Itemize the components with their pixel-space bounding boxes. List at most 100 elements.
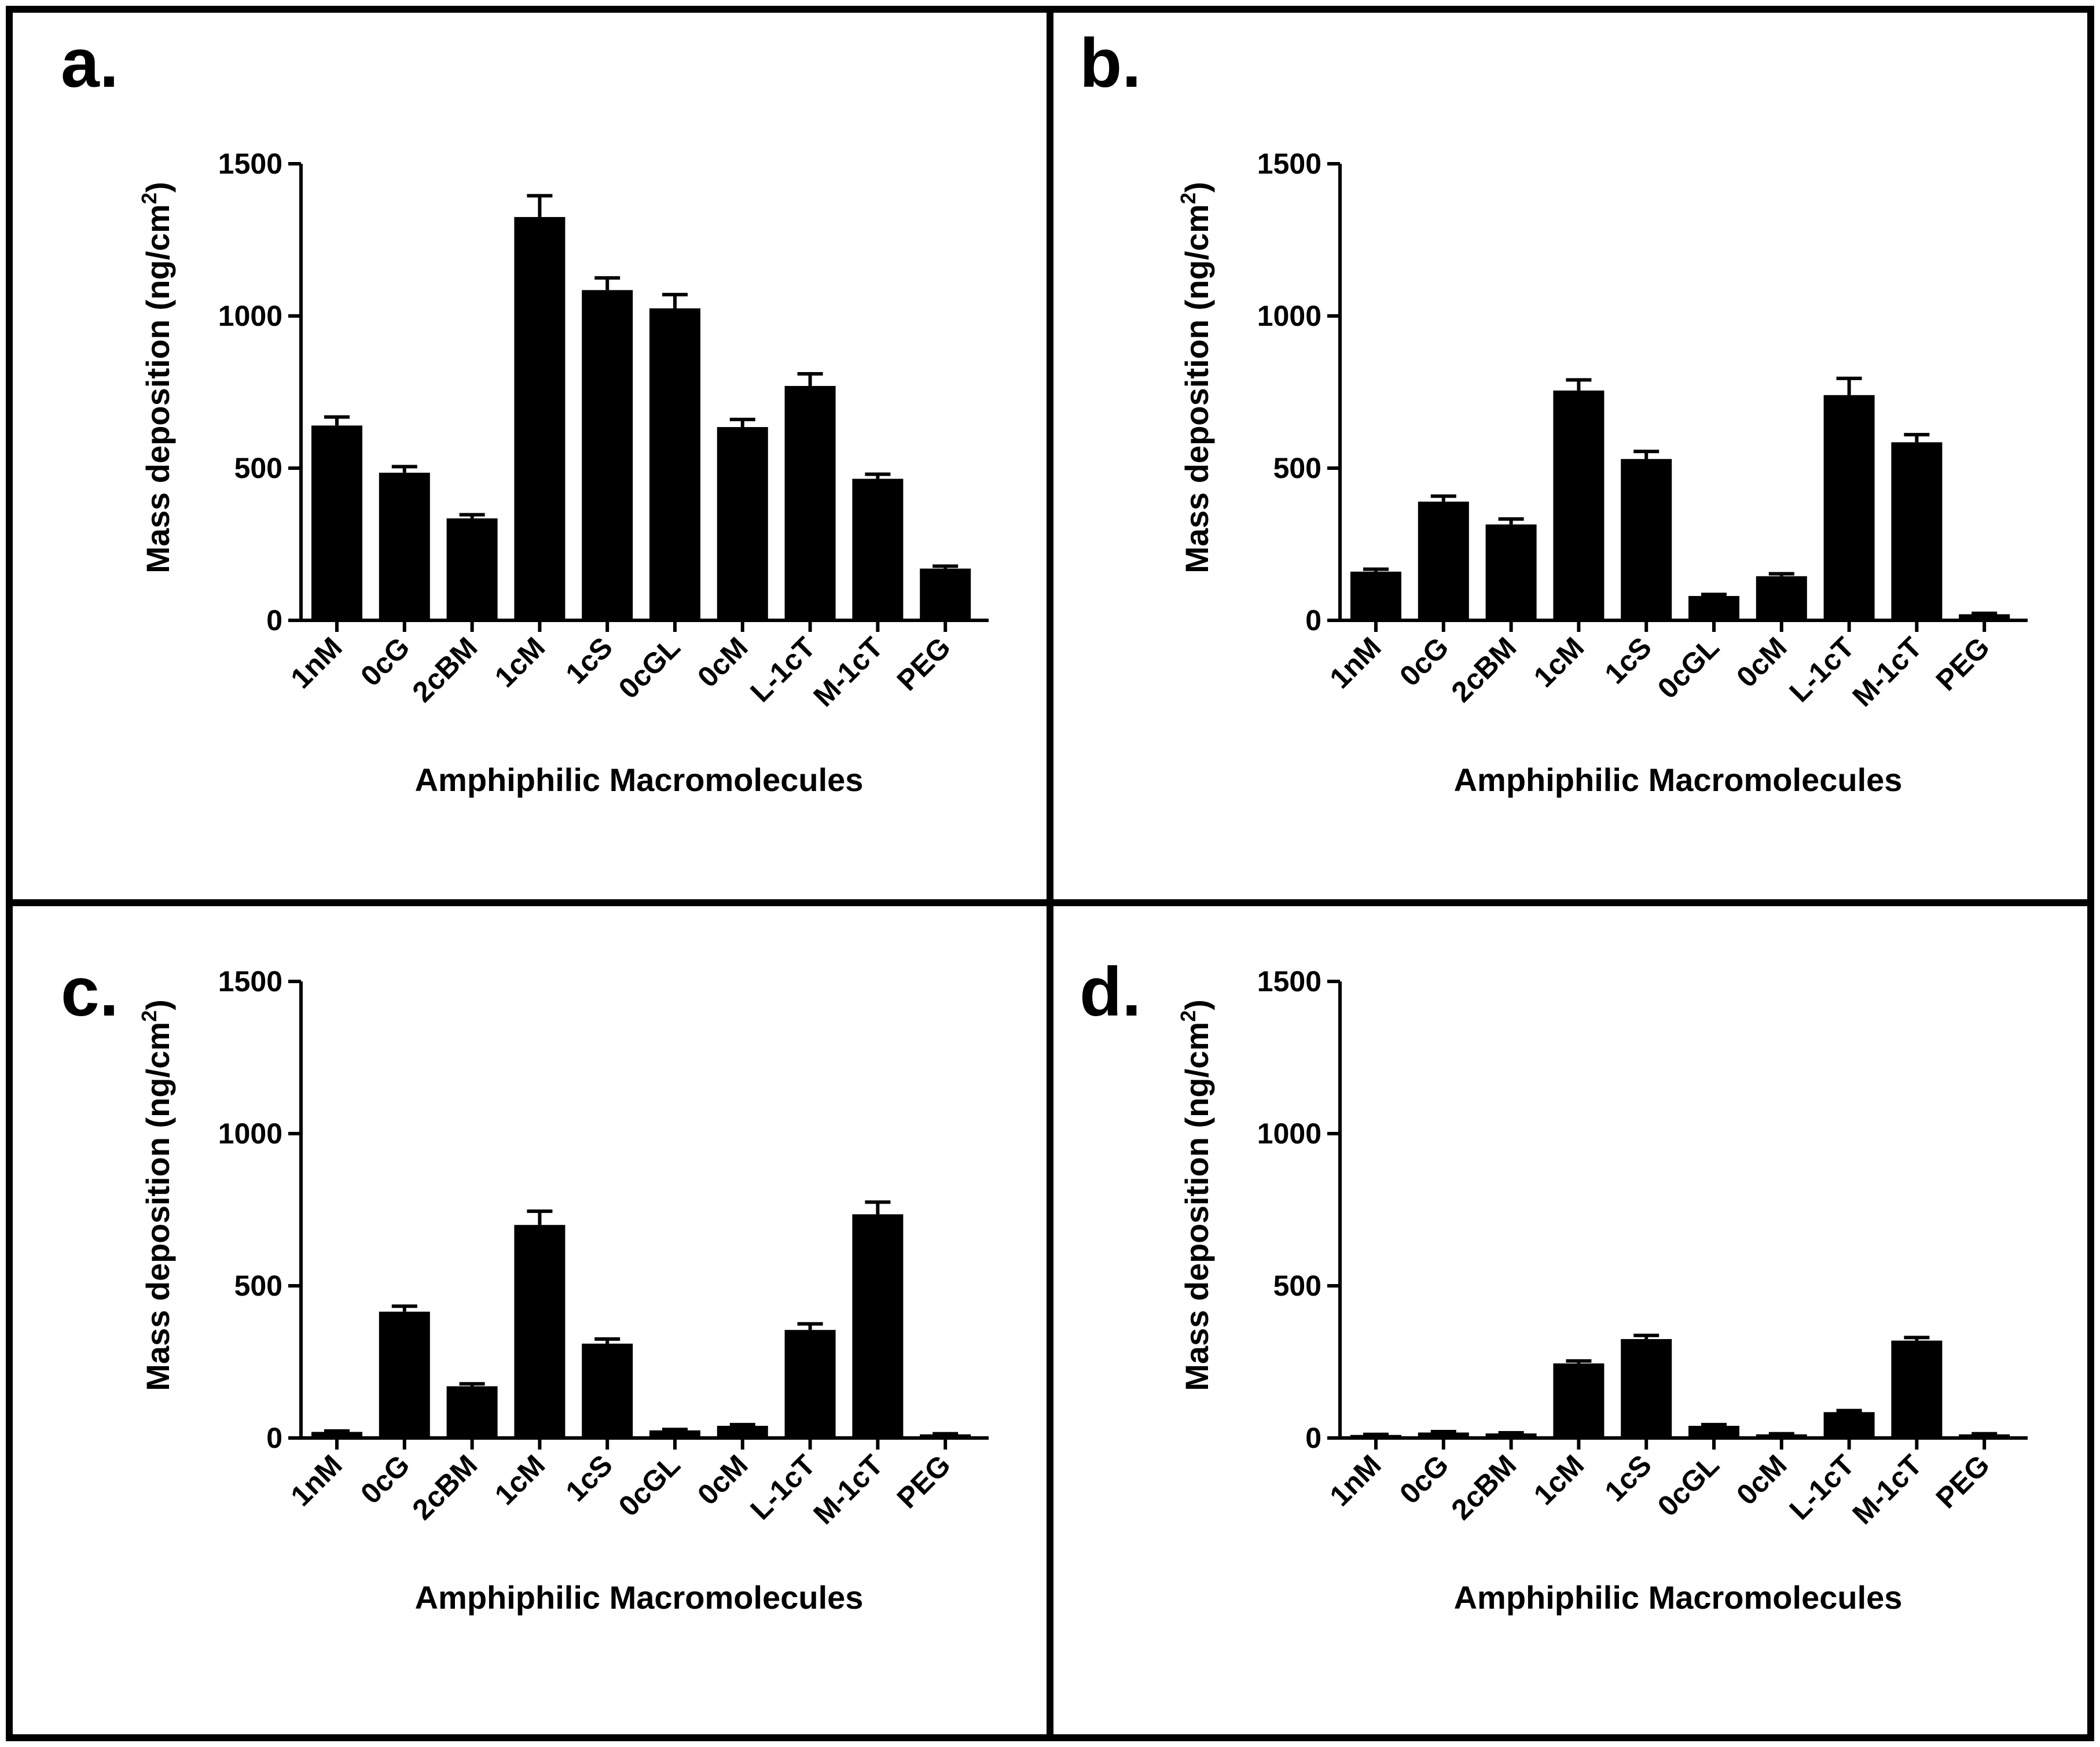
x-tick-label: 0cG — [1393, 631, 1455, 692]
bar — [649, 308, 700, 620]
y-tick-label: 1000 — [1257, 1117, 1321, 1150]
x-tick-label: 2cBM — [406, 631, 483, 708]
figure-frame — [6, 6, 2094, 1741]
x-tick-label: 1cM — [1528, 631, 1590, 693]
y-axis-title-main: Mass deposition (ng/cm — [139, 204, 176, 573]
x-tick-label: 0cG — [354, 1448, 416, 1510]
y-axis-title-main: Mass deposition (ng/cm — [1179, 204, 1215, 573]
y-axis-title-main: Mass deposition (ng/cm — [1179, 1022, 1215, 1391]
bar — [379, 472, 430, 620]
x-tick-label: 1nM — [284, 1448, 348, 1512]
bar — [717, 426, 768, 620]
y-axis-title: Mass deposition (ng/cm2) — [137, 182, 176, 573]
bar — [1756, 1434, 1807, 1438]
bar — [1485, 1433, 1537, 1438]
y-tick-label: 1500 — [218, 148, 282, 180]
y-tick-label: 500 — [234, 452, 282, 484]
bar — [1823, 1412, 1875, 1438]
y-axis-title-superscript: 2 — [1176, 193, 1200, 204]
x-tick-label: 1cS — [1598, 1448, 1658, 1508]
y-tick-label: 1500 — [1257, 965, 1321, 998]
bar — [311, 1432, 362, 1438]
bar — [446, 518, 498, 620]
y-tick-label: 1000 — [218, 300, 282, 332]
x-tick-label: M-1cT — [1846, 631, 1928, 713]
y-axis-title-close: ) — [1179, 999, 1215, 1010]
y-tick-label: 1000 — [218, 1117, 282, 1150]
x-tick-label: PEG — [1930, 631, 1996, 697]
y-axis-title-superscript: 2 — [1176, 1010, 1200, 1022]
y-tick-label: 0 — [1305, 604, 1321, 637]
y-axis-title-close: ) — [1179, 182, 1215, 193]
y-tick-label: 0 — [266, 1422, 282, 1454]
y-tick-label: 1500 — [1257, 148, 1321, 180]
bar — [852, 1214, 904, 1438]
x-tick-label: M-1cT — [807, 631, 889, 713]
x-tick-label: PEG — [891, 1448, 957, 1514]
x-tick-label: 1cS — [1598, 631, 1658, 690]
x-tick-label: 1nM — [1323, 1448, 1387, 1512]
bar — [1553, 1363, 1605, 1438]
y-axis-title-superscript: 2 — [137, 1010, 161, 1022]
x-tick-label: 1cM — [1528, 1448, 1590, 1511]
bar — [514, 217, 566, 620]
bar — [514, 1224, 566, 1438]
x-tick-label: 2cBM — [1445, 1448, 1522, 1526]
bar — [1350, 571, 1401, 620]
x-tick-label: M-1cT — [807, 1448, 889, 1531]
y-axis-title-close: ) — [139, 182, 176, 193]
x-tick-label: 1cM — [489, 1448, 551, 1511]
bar — [649, 1430, 700, 1438]
x-axis-title: Amphiphilic Macromolecules — [415, 762, 864, 798]
bar — [1959, 1434, 2010, 1438]
bar — [1823, 395, 1875, 620]
x-tick-label: 1nM — [1323, 631, 1387, 694]
panel-label: b. — [1080, 24, 1141, 102]
bar — [379, 1311, 430, 1438]
bar — [1621, 1339, 1672, 1438]
bar — [1891, 1340, 1943, 1438]
bar — [1688, 595, 1739, 620]
bar — [784, 1330, 836, 1438]
x-tick-label: 1cS — [559, 631, 619, 690]
y-tick-label: 1500 — [218, 965, 282, 998]
bar — [1418, 501, 1469, 620]
bar — [920, 568, 971, 620]
x-tick-label: 0cGL — [612, 631, 686, 705]
y-tick-label: 500 — [1273, 1270, 1321, 1302]
bar — [717, 1425, 768, 1438]
bar — [852, 479, 904, 620]
bar — [1621, 459, 1672, 620]
y-tick-label: 0 — [266, 604, 282, 637]
bar — [1350, 1435, 1401, 1438]
x-tick-label: 1nM — [284, 631, 348, 694]
x-tick-label: 0cGL — [1651, 631, 1725, 705]
bar — [446, 1386, 498, 1438]
y-axis-title-main: Mass deposition (ng/cm — [139, 1022, 176, 1391]
y-axis-title-close: ) — [139, 999, 176, 1010]
y-axis-title: Mass deposition (ng/cm2) — [1176, 999, 1215, 1391]
x-tick-label: L-1cT — [744, 631, 821, 708]
x-tick-label: 0cGL — [1651, 1448, 1725, 1522]
bar — [1553, 390, 1605, 620]
bar — [1959, 614, 2010, 620]
panel-label: d. — [1080, 953, 1141, 1031]
bar — [582, 1343, 633, 1438]
x-tick-label: 2cBM — [406, 1448, 483, 1526]
y-axis-title-superscript: 2 — [137, 193, 161, 204]
x-tick-label: 0cGL — [612, 1448, 686, 1522]
bar — [1688, 1425, 1739, 1438]
x-axis-title: Amphiphilic Macromolecules — [415, 1579, 864, 1616]
x-tick-label: 1cM — [489, 631, 551, 693]
y-tick-label: 500 — [234, 1270, 282, 1302]
y-axis-title: Mass deposition (ng/cm2) — [1176, 182, 1215, 573]
